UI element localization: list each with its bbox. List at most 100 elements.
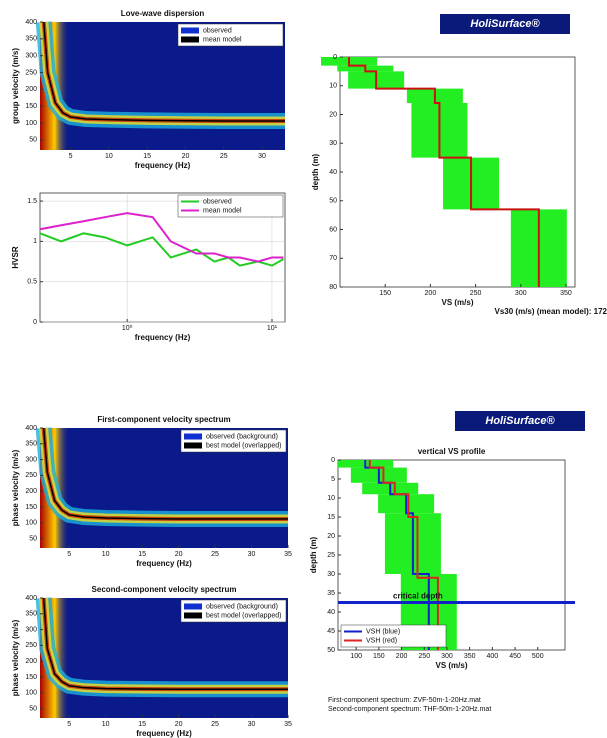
y-tick-label: 40 — [327, 609, 335, 616]
x-tick-label: 400 — [487, 653, 499, 660]
y-tick-label: 400 — [25, 425, 37, 432]
x-tick-label: 25 — [211, 551, 219, 558]
y-tick-label: 150 — [25, 504, 37, 511]
y-tick-label: 400 — [25, 19, 37, 26]
y-tick-label: 50 — [29, 137, 37, 144]
y-tick-label: 30 — [327, 571, 335, 578]
x-tick-label: 350 — [560, 290, 572, 297]
y-tick-label: 200 — [25, 658, 37, 665]
x-axis-label: VS (m/s) — [441, 298, 473, 307]
x-tick-label: 200 — [425, 290, 437, 297]
x-axis-label: frequency (Hz) — [135, 161, 191, 170]
y-tick-label: 1.5 — [27, 198, 37, 205]
y-tick-label: 70 — [329, 255, 337, 262]
y-tick-label: 150 — [25, 674, 37, 681]
data-line — [348, 57, 540, 287]
y-tick-label: 1 — [33, 238, 37, 245]
x-axis-label: frequency (Hz) — [135, 333, 191, 342]
y-axis-label: depth (m) — [309, 536, 318, 573]
x-tick-label: 200 — [396, 653, 408, 660]
x-tick-label: 10⁰ — [122, 324, 133, 332]
y-tick-label: 25 — [327, 552, 335, 559]
legend-box — [177, 23, 284, 47]
y-tick-label: 50 — [329, 198, 337, 205]
y-axis-label: HVSR — [11, 246, 20, 268]
x-tick-label: 10¹ — [267, 325, 278, 332]
chart-title: vertical VS profile — [418, 447, 486, 456]
x-tick-label: 20 — [175, 721, 183, 728]
x-tick-label: 5 — [69, 153, 73, 160]
x-tick-label: 30 — [248, 721, 256, 728]
y-axis-label: phase velocity (m/s) — [11, 449, 20, 526]
y-tick-label: 50 — [29, 535, 37, 542]
y-tick-label: 50 — [327, 647, 335, 654]
y-tick-label: 35 — [327, 590, 335, 597]
data-line — [39, 212, 284, 263]
y-tick-label: 5 — [331, 476, 335, 483]
legend-box — [180, 429, 287, 453]
x-axis-label: frequency (Hz) — [136, 559, 192, 568]
x-axis-label: frequency (Hz) — [136, 729, 192, 738]
legend-swatch — [184, 442, 202, 449]
y-axis-label: group velocity (m/s) — [11, 48, 20, 124]
legend-swatch — [181, 36, 199, 43]
legend-label: VSH (blue) — [366, 628, 400, 635]
data-line — [42, 427, 288, 520]
y-tick-label: 300 — [25, 626, 37, 633]
x-tick-label: 350 — [464, 653, 476, 660]
data-line — [42, 597, 288, 691]
y-tick-label: 200 — [25, 86, 37, 93]
x-tick-label: 150 — [373, 653, 385, 660]
x-axis-label: VS (m/s) — [435, 661, 467, 670]
note: Second-component spectrum: THF-50m-1-20H… — [328, 706, 491, 713]
chart-title: First-component velocity spectrum — [97, 415, 230, 424]
y-tick-label: 0 — [331, 457, 335, 464]
legend-box — [177, 194, 284, 218]
y-tick-label: 80 — [329, 284, 337, 291]
x-tick-label: 30 — [248, 551, 256, 558]
legend-label: best model (overlapped) — [206, 442, 282, 449]
y-tick-label: 300 — [25, 456, 37, 463]
logo-box — [455, 411, 585, 431]
y-tick-label: 250 — [25, 642, 37, 649]
note: First-component spectrum: ZVF-50m-1-20Hz… — [328, 697, 481, 704]
x-tick-label: 250 — [418, 653, 430, 660]
legend-label: observed (background) — [206, 433, 278, 440]
critical-depth-label: critical depth — [393, 592, 443, 601]
y-tick-label: 10 — [327, 495, 335, 502]
y-tick-label: 100 — [25, 120, 37, 127]
logo: HoliSurface® — [470, 18, 540, 30]
x-tick-label: 300 — [515, 290, 527, 297]
y-tick-label: 0.5 — [27, 279, 37, 286]
y-tick-label: 50 — [29, 705, 37, 712]
y-tick-label: 150 — [25, 103, 37, 110]
y-tick-label: 40 — [329, 169, 337, 176]
y-tick-label: 15 — [327, 514, 335, 521]
chart-title: Second-component velocity spectrum — [92, 585, 237, 594]
x-tick-label: 100 — [350, 653, 362, 660]
y-tick-label: 350 — [25, 36, 37, 43]
legend-swatch — [184, 433, 202, 440]
x-tick-label: 5 — [67, 551, 71, 558]
legend-label: VSH (red) — [366, 637, 397, 644]
y-tick-label: 200 — [25, 488, 37, 495]
y-tick-label: 20 — [329, 111, 337, 118]
y-tick-label: 60 — [329, 226, 337, 233]
legend-label: mean model — [203, 36, 242, 43]
y-tick-label: 400 — [25, 595, 37, 602]
x-tick-label: 10 — [102, 721, 110, 728]
legend-label: mean model — [203, 207, 242, 214]
y-tick-label: 250 — [25, 472, 37, 479]
legend-label: observed — [203, 27, 232, 34]
legend-label: observed — [203, 198, 232, 205]
y-tick-label: 250 — [25, 69, 37, 76]
legend-swatch — [181, 27, 199, 34]
data-line — [368, 460, 439, 650]
legend-label: observed (background) — [206, 603, 278, 610]
x-tick-label: 500 — [532, 653, 544, 660]
y-tick-label: 0 — [33, 319, 37, 326]
y-tick-label: 0 — [333, 54, 337, 61]
chart-title: Love-wave dispersion — [121, 9, 205, 18]
